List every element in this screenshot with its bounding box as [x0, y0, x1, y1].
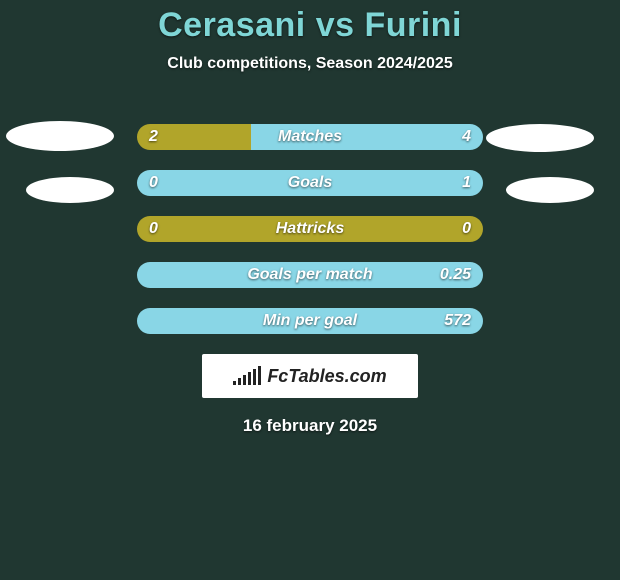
stat-bars: Matches24Goals01Hattricks00Goals per mat… [137, 124, 483, 334]
player-right-badge-2 [506, 177, 594, 203]
page-title: Cerasani vs Furini [0, 0, 620, 45]
stat-row: Matches2 4 [137, 124, 483, 150]
stat-value-left: 0 [149, 174, 158, 192]
stat-value-right: 572 [444, 312, 471, 330]
player-left-badge-2 [26, 177, 114, 203]
stat-label: Min per goal [137, 312, 483, 330]
logo-bars-icon [233, 367, 261, 385]
player-left-badge-1 [6, 121, 114, 151]
stat-row: Hattricks0 0 [137, 216, 483, 242]
stat-label: Goals [137, 174, 483, 192]
stat-label: Goals per match [137, 266, 483, 284]
logo-text: FcTables.com [267, 366, 386, 387]
player-right-badge-1 [486, 124, 594, 152]
stat-row: Min per goal572 [137, 308, 483, 334]
stat-row: Goals0 1 [137, 170, 483, 196]
stat-value-right: 1 [462, 174, 471, 192]
stat-label: Hattricks [137, 220, 483, 238]
subtitle: Club competitions, Season 2024/2025 [0, 55, 620, 73]
stat-value-right: 0.25 [440, 266, 471, 284]
stat-value-right: 4 [462, 128, 471, 146]
footer-date: 16 february 2025 [0, 416, 620, 436]
comparison-card: Cerasani vs Furini Club competitions, Se… [0, 0, 620, 580]
stat-value-right: 0 [462, 220, 471, 238]
stat-value-left: 2 [149, 128, 158, 146]
fctables-logo: FcTables.com [202, 354, 418, 398]
stat-row: Goals per match0.25 [137, 262, 483, 288]
stat-value-left: 0 [149, 220, 158, 238]
stat-label: Matches [137, 128, 483, 146]
